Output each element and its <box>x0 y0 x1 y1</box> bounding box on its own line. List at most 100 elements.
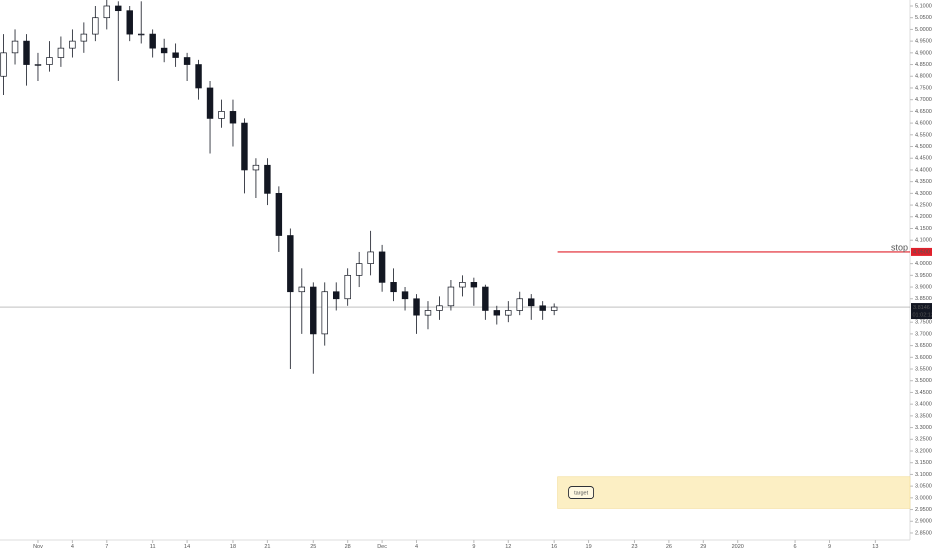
candle-body <box>322 292 328 334</box>
x-tick-label: 11 <box>150 544 156 550</box>
candle-body <box>551 307 557 310</box>
y-tick-label: 4.0000 <box>915 261 932 267</box>
candle-body <box>58 48 64 57</box>
countdown: 01:02:12 <box>913 313 932 319</box>
y-tick-label: 4.7500 <box>915 85 932 91</box>
y-tick-label: 3.2500 <box>915 437 932 443</box>
y-tick-label: 3.1500 <box>915 460 932 466</box>
y-tick-label: 3.7000 <box>915 331 932 337</box>
y-tick-label: 4.4500 <box>915 156 932 162</box>
x-tick-label: 9 <box>828 544 831 550</box>
y-tick-label: 4.7000 <box>915 97 932 103</box>
x-tick-label: Dec <box>377 544 387 550</box>
candle-body <box>230 111 236 123</box>
candle-body <box>310 287 316 334</box>
y-tick-label: 5.1000 <box>915 3 932 9</box>
y-tick-label: 4.5000 <box>915 144 932 150</box>
candle-body <box>414 299 420 315</box>
y-tick-label: 3.8500 <box>915 296 932 302</box>
candle-body <box>150 34 156 48</box>
y-tick-label: 2.8500 <box>915 530 932 536</box>
candle-body <box>460 282 466 287</box>
y-tick-label: 3.6000 <box>915 355 932 361</box>
candle-body <box>494 310 500 315</box>
candle-body <box>161 48 167 53</box>
last-price-label: 3.8146 <box>913 305 930 311</box>
x-tick-label: 13 <box>872 544 878 550</box>
candle-body <box>517 299 523 311</box>
y-tick-label: 4.1500 <box>915 226 932 232</box>
x-tick-label: 25 <box>310 544 316 550</box>
candle-body <box>265 165 271 193</box>
x-tick-label: 19 <box>586 544 592 550</box>
y-tick-label: 4.1000 <box>915 238 932 244</box>
candle-body <box>81 34 87 41</box>
target-label: target <box>574 491 589 497</box>
candle-body <box>437 306 443 311</box>
y-tick-label: 4.6500 <box>915 109 932 115</box>
y-tick-label: 4.9000 <box>915 50 932 56</box>
candle-body <box>219 111 225 118</box>
candle-body <box>356 264 362 276</box>
x-tick-label: 28 <box>345 544 351 550</box>
y-tick-label: 3.9000 <box>915 285 932 291</box>
candle-body <box>104 6 110 18</box>
candle-body <box>391 282 397 291</box>
y-tick-label: 5.0000 <box>915 27 932 33</box>
y-tick-label: 3.0500 <box>915 484 932 490</box>
x-tick-label: 29 <box>700 544 706 550</box>
y-tick-label: 3.3500 <box>915 413 932 419</box>
candle-body <box>138 34 144 35</box>
y-tick-label: 3.2000 <box>915 448 932 454</box>
y-tick-label: 3.0000 <box>915 495 932 501</box>
candle-body <box>1 53 7 76</box>
candle-body <box>115 6 121 11</box>
candle-body <box>471 282 477 287</box>
y-tick-label: 2.9500 <box>915 507 932 513</box>
candle-body <box>196 65 202 88</box>
candle-body <box>184 58 190 65</box>
candle-body <box>299 287 305 292</box>
candle-body <box>540 306 546 311</box>
candle-body <box>379 252 385 282</box>
candle-body <box>127 11 133 34</box>
y-tick-label: 4.2500 <box>915 203 932 209</box>
stop-price-label: 4.0500 <box>913 250 930 256</box>
y-tick-label: 3.1000 <box>915 472 932 478</box>
y-tick-label: 4.3000 <box>915 191 932 197</box>
candle-body <box>402 292 408 299</box>
x-tick-label: 4 <box>415 544 418 550</box>
candle-body <box>242 123 248 170</box>
candle-body <box>92 18 98 34</box>
x-tick-label: Nov <box>33 544 43 550</box>
candle-body <box>276 193 282 235</box>
x-tick-label: 4 <box>71 544 74 550</box>
candle-body <box>207 88 213 118</box>
stop-text: stop <box>891 242 908 252</box>
candle-body <box>345 275 351 298</box>
candle-body <box>505 310 511 315</box>
target-zone <box>558 477 910 509</box>
x-tick-label: 16 <box>551 544 557 550</box>
candle-body <box>70 41 76 48</box>
x-tick-label: 9 <box>472 544 475 550</box>
candle-body <box>333 292 339 299</box>
y-tick-label: 4.5500 <box>915 132 932 138</box>
candle-body <box>253 165 259 170</box>
y-tick-label: 4.6000 <box>915 121 932 127</box>
y-tick-label: 4.2000 <box>915 214 932 220</box>
candle-body <box>425 310 431 315</box>
x-tick-label: 21 <box>264 544 270 550</box>
y-tick-label: 4.8500 <box>915 62 932 68</box>
y-tick-label: 3.7500 <box>915 320 932 326</box>
y-tick-label: 3.6500 <box>915 343 932 349</box>
candle-body <box>173 53 179 58</box>
y-tick-label: 3.3000 <box>915 425 932 431</box>
candle-body <box>12 41 18 53</box>
x-tick-label: 6 <box>794 544 797 550</box>
x-tick-label: 26 <box>666 544 672 550</box>
x-tick-label: 14 <box>184 544 190 550</box>
candle-body <box>368 252 374 264</box>
